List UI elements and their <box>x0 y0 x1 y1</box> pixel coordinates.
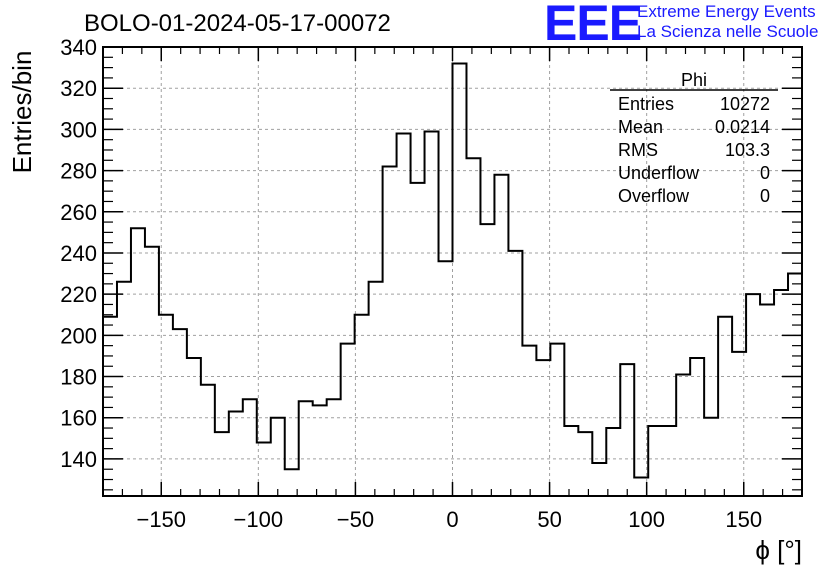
histogram-bin <box>313 405 327 496</box>
histogram-bin <box>676 374 690 496</box>
histogram-bin <box>439 261 453 496</box>
histogram-bin <box>355 315 369 496</box>
stats-row-label: Entries <box>618 94 674 114</box>
stats-row-value: 0.0214 <box>715 117 770 137</box>
y-tick-labels: 140 160 180 200 220 240 260 280 300 320 340 <box>60 35 97 472</box>
histogram-series <box>103 62 802 479</box>
y-tick-label: 200 <box>60 323 97 348</box>
histogram-bin <box>411 183 425 496</box>
chart-title: BOLO-01-2024-05-17-00072 <box>84 10 391 37</box>
y-tick-label: 160 <box>60 406 97 431</box>
x-tick-labels: −150 −100 −50 0 50 100 150 <box>136 507 762 532</box>
axis-ticks <box>102 46 803 496</box>
histogram-bin <box>243 399 257 496</box>
stats-row-label: Underflow <box>618 163 700 183</box>
histogram-bin <box>453 63 467 496</box>
histogram-bin <box>690 358 704 496</box>
histogram-bin <box>187 358 201 496</box>
x-tick-label: 50 <box>537 507 561 532</box>
y-tick-label: 280 <box>60 159 97 184</box>
histogram-bin <box>746 294 760 496</box>
x-tick-label: −100 <box>234 507 284 532</box>
histogram-bin <box>774 290 788 496</box>
histogram-bin <box>592 463 606 496</box>
y-tick-label: 300 <box>60 117 97 142</box>
x-tick-label: 150 <box>725 507 762 532</box>
logo-line-2: La Scienza nelle Scuole <box>637 22 819 41</box>
histogram-bin <box>606 428 620 496</box>
stats-row-label: Overflow <box>618 186 690 206</box>
stats-row-value: 103.3 <box>725 140 770 160</box>
histogram-bin <box>215 432 229 496</box>
stats-row-label: RMS <box>618 140 658 160</box>
x-tick-label: −150 <box>136 507 186 532</box>
histogram-bin <box>173 329 187 496</box>
stats-row-value: 10272 <box>720 94 770 114</box>
y-axis-label: Entries/bin <box>7 51 37 174</box>
histogram-bin <box>327 399 341 496</box>
histogram-bin <box>536 360 550 496</box>
histogram-bin <box>704 418 718 496</box>
logo-line-1: Extreme Energy Events <box>637 2 816 21</box>
y-tick-label: 340 <box>60 35 97 60</box>
histogram-bin <box>620 364 634 496</box>
y-tick-label: 180 <box>60 365 97 390</box>
x-tick-label: −50 <box>337 507 374 532</box>
stats-row-label: Mean <box>618 117 663 137</box>
histogram-bin <box>271 418 285 496</box>
histogram-bin <box>369 282 383 496</box>
x-tick-label: 100 <box>628 507 665 532</box>
stats-box-name: Phi <box>681 70 707 90</box>
histogram-bin <box>299 401 313 496</box>
histogram-bin <box>788 274 802 496</box>
histogram-bin <box>564 426 578 496</box>
histogram-bin <box>662 426 676 496</box>
y-tick-label: 260 <box>60 200 97 225</box>
y-tick-label: 220 <box>60 282 97 307</box>
histogram-bin <box>648 426 662 496</box>
x-tick-label: 0 <box>446 507 458 532</box>
histogram-bin <box>718 317 732 496</box>
histogram-bin <box>117 282 131 496</box>
logo-mark: EEE <box>544 0 642 51</box>
histogram-bin <box>425 131 439 496</box>
histogram-bin <box>397 134 411 496</box>
y-tick-label: 140 <box>60 447 97 472</box>
histogram-bin <box>480 224 494 496</box>
histogram-bin <box>508 251 522 496</box>
histogram-bin <box>466 158 480 496</box>
histogram-bin <box>131 228 145 496</box>
histogram-bin <box>383 166 397 496</box>
stats-row-value: 0 <box>760 163 770 183</box>
stats-box: Phi Entries 10272 Mean 0.0214 RMS 103.3 Underf… <box>610 70 778 206</box>
histogram-bin <box>341 344 355 496</box>
histogram-bin <box>201 385 215 496</box>
histogram-bin <box>760 304 774 496</box>
y-tick-label: 320 <box>60 76 97 101</box>
histogram-bin <box>229 412 243 496</box>
histogram-bin <box>578 432 592 496</box>
y-tick-label: 240 <box>60 241 97 266</box>
x-axis-label: ϕ [°] <box>755 535 802 565</box>
histogram-bin <box>522 346 536 496</box>
eee-logo: EEE Extreme Energy Events La Scienza nel… <box>544 0 836 51</box>
histogram-bin <box>550 344 564 496</box>
stats-row-value: 0 <box>760 186 770 206</box>
